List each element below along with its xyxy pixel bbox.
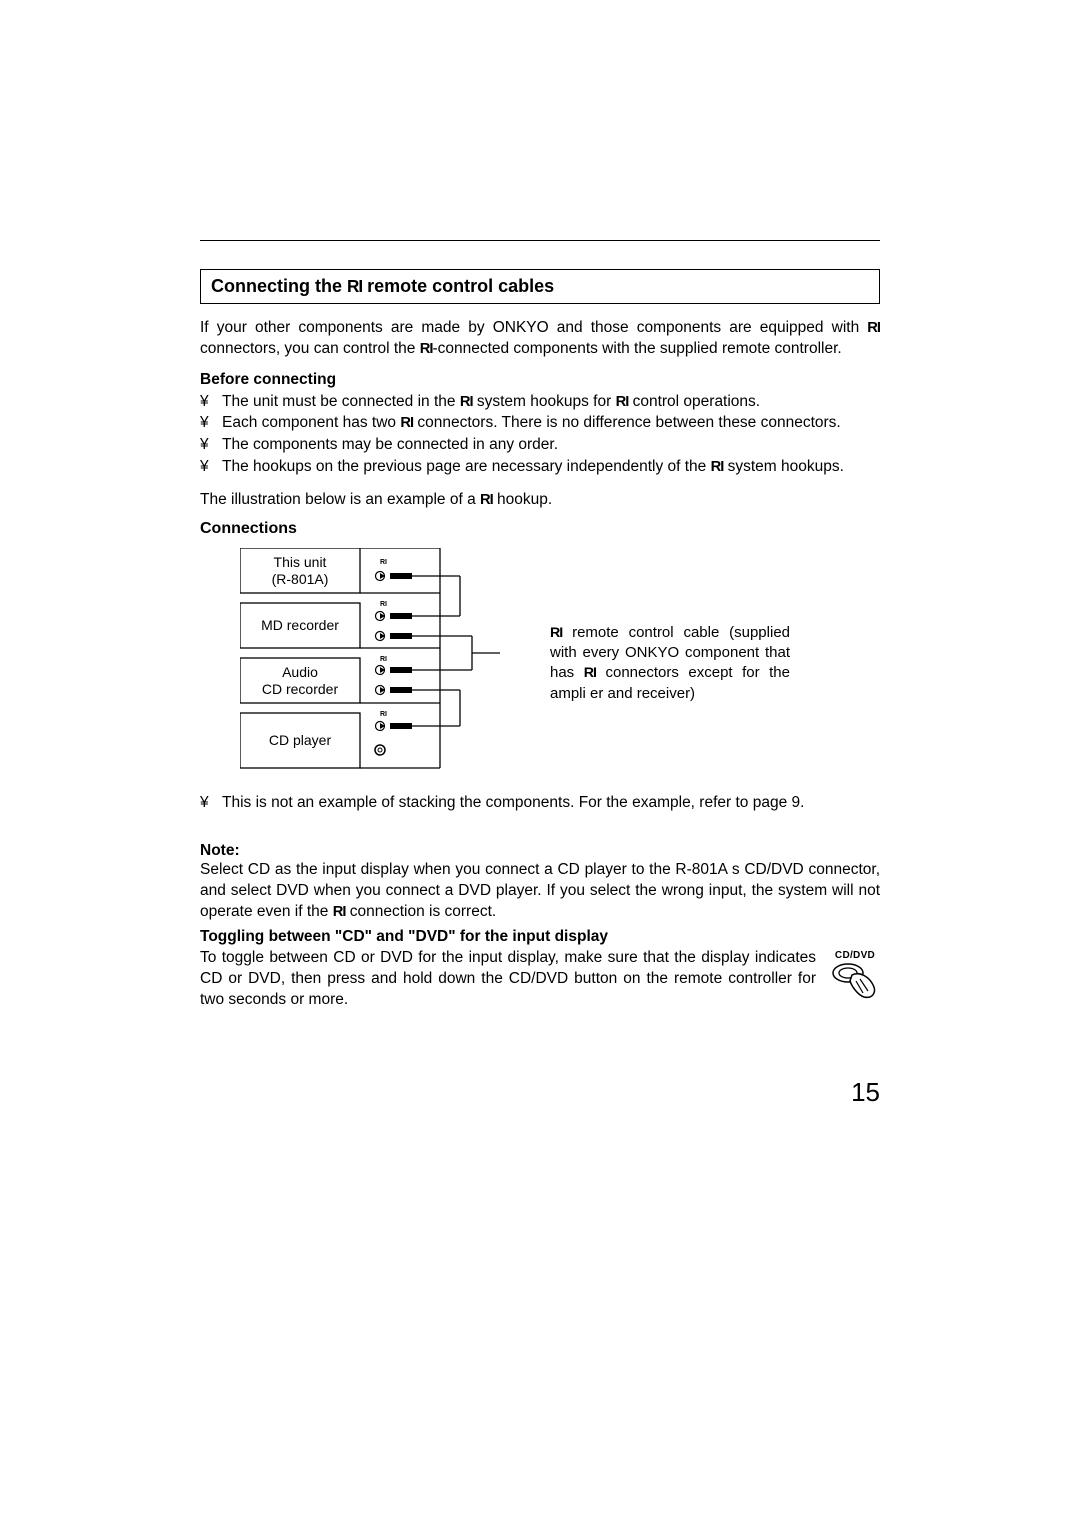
bullet-text: The hookups on the previous page are nec…: [222, 456, 844, 478]
toggle-heading: Toggling between "CD" and "DVD" for the …: [200, 927, 880, 948]
ri-icon: RI: [460, 392, 473, 413]
title-pre: Connecting the: [211, 276, 347, 296]
section-title-box: Connecting the RI remote control cables: [200, 269, 880, 304]
note-heading: Note:: [200, 842, 880, 860]
ri-icon: RI: [711, 457, 724, 478]
ri-icon: RI: [420, 340, 433, 360]
list-item: ¥ The hookups on the previous page are n…: [200, 456, 880, 478]
ri-icon: RI: [616, 392, 629, 413]
ri-icon: RI: [480, 491, 493, 511]
jack-group: RI RI RI: [375, 559, 500, 755]
page-number: 15: [851, 1077, 880, 1108]
t: Select CD as the input display when you …: [200, 861, 880, 920]
t: Each component has two: [222, 414, 400, 431]
stacking-note: ¥ This is not an example of stacking the…: [200, 792, 880, 814]
section-title: Connecting the RI remote control cables: [211, 276, 554, 296]
intro-paragraph: If your other components are made by ONK…: [200, 318, 880, 360]
cddvd-label: CD/DVD: [830, 950, 880, 961]
ri-icon: RI: [867, 319, 880, 339]
diagram-caption: RI remote control cable (supplied with e…: [550, 623, 790, 704]
bullet-glyph: ¥: [200, 412, 222, 434]
button-press-icon: [830, 961, 880, 1007]
document-page: Connecting the RI remote control cables …: [0, 0, 1080, 1072]
cddvd-button-figure: CD/DVD: [830, 950, 880, 1012]
t: system hookups for: [473, 393, 616, 410]
t: The hookups on the previous page are nec…: [222, 458, 711, 475]
ri-icon: RI: [347, 277, 362, 297]
ri-icon: RI: [550, 624, 562, 643]
svg-text:RI: RI: [380, 601, 387, 608]
toggle-row: To toggle between CD or DVD for the inpu…: [200, 948, 880, 1012]
box3-l2: CD recorder: [262, 681, 339, 697]
connections-heading: Connections: [200, 520, 880, 538]
bullet-list: ¥ The unit must be connected in the RI s…: [200, 391, 880, 478]
list-item: ¥ The unit must be connected in the RI s…: [200, 391, 880, 413]
svg-text:RI: RI: [380, 711, 387, 718]
bullet-glyph: ¥: [200, 391, 222, 413]
bullet-glyph: ¥: [200, 456, 222, 478]
t: The unit must be connected in the: [222, 393, 460, 410]
t: connectors. There is no difference betwe…: [413, 414, 841, 431]
svg-text:RI: RI: [380, 559, 387, 566]
bullet-text: Each component has two RI connectors. Th…: [222, 412, 841, 434]
t: connection is correct.: [345, 903, 496, 920]
intro-post: -connected components with the supplied …: [432, 340, 841, 357]
box3-l1: Audio: [282, 664, 318, 680]
connections-diagram: This unit (R-801A) MD recorder Audio CD …: [240, 548, 880, 778]
t: This is not an example of stacking the c…: [222, 792, 804, 814]
box1-l1: This unit: [274, 554, 327, 570]
t: The illustration below is an example of …: [200, 491, 480, 508]
box4-l1: CD player: [269, 732, 332, 748]
ri-icon: RI: [584, 664, 596, 683]
ri-icon: RI: [333, 903, 346, 923]
diagram-svg: This unit (R-801A) MD recorder Audio CD …: [240, 548, 500, 778]
t: control operations.: [628, 393, 760, 410]
top-rule: [200, 240, 880, 241]
intro-pre: If your other components are made by ONK…: [200, 319, 867, 336]
bullet-glyph: ¥: [200, 434, 222, 456]
box1-l2: (R-801A): [272, 571, 329, 587]
before-connecting-heading: Before connecting: [200, 370, 880, 391]
bullet-text: The components may be connected in any o…: [222, 434, 558, 456]
illustration-note: The illustration below is an example of …: [200, 490, 880, 511]
bullet-text: The unit must be connected in the RI sys…: [222, 391, 760, 413]
box2-l1: MD recorder: [261, 617, 339, 633]
toggle-body: To toggle between CD or DVD for the inpu…: [200, 948, 816, 1011]
intro-mid: connectors, you can control the: [200, 340, 420, 357]
bullet-glyph: ¥: [200, 792, 222, 814]
list-item: ¥ The components may be connected in any…: [200, 434, 880, 456]
note-body: Select CD as the input display when you …: [200, 860, 880, 923]
t: system hookups.: [723, 458, 844, 475]
svg-text:RI: RI: [380, 656, 387, 663]
ri-icon: RI: [400, 413, 413, 434]
t: hookup.: [493, 491, 552, 508]
list-item: ¥ Each component has two RI connectors. …: [200, 412, 880, 434]
title-post: remote control cables: [362, 276, 554, 296]
